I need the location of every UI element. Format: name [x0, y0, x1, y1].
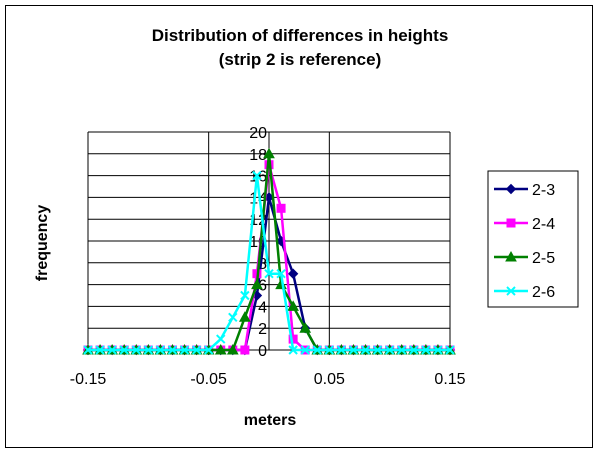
- data-point-2-5: [251, 278, 263, 290]
- data-point-2-5: [226, 343, 239, 355]
- data-point-2-3: [287, 268, 299, 279]
- legend-item-2-4: 2-4: [494, 216, 555, 233]
- data-point-2-5: [214, 343, 227, 355]
- data-point-2-6: [264, 268, 274, 279]
- legend-label: 2-4: [532, 216, 555, 233]
- data-point-2-6: [300, 345, 310, 355]
- data-point-2-6: [324, 345, 335, 355]
- data-point-2-4: [276, 203, 286, 213]
- data-point-2-6: [397, 345, 407, 355]
- x-tick-label: -0.15: [70, 371, 107, 388]
- data-point-2-6: [312, 345, 322, 355]
- x-tick-label: 0.15: [434, 371, 465, 388]
- legend: 2-3 2-4 2-5 2-6: [487, 170, 579, 308]
- data-point-2-6: [155, 345, 166, 355]
- legend-marker: [506, 218, 516, 228]
- data-point-2-6: [107, 345, 117, 355]
- data-point-2-6: [167, 345, 178, 355]
- data-point-2-6: [179, 345, 190, 355]
- data-point-2-6: [119, 345, 129, 355]
- data-point-2-5: [263, 147, 275, 159]
- chart-subtitle: (strip 2 is reference): [218, 50, 382, 69]
- legend-marker: [505, 183, 517, 195]
- data-point-2-6: [203, 345, 214, 355]
- data-point-2-5: [299, 322, 312, 333]
- data-point-2-6: [240, 290, 250, 301]
- data-point-2-6: [409, 345, 419, 355]
- data-point-2-4: [240, 345, 250, 355]
- y-tick-label: 6: [258, 278, 267, 295]
- data-point-2-6: [228, 312, 238, 323]
- y-tick-label: 18: [249, 147, 267, 164]
- data-point-2-6: [288, 345, 298, 355]
- legend-marker: [506, 286, 516, 296]
- legend-item-2-5: 2-5: [494, 250, 555, 267]
- y-tick-label: 20: [249, 125, 267, 142]
- legend-label: 2-6: [532, 284, 555, 301]
- series: [82, 147, 456, 356]
- y-tick-label: 4: [258, 299, 267, 316]
- data-point-2-6: [276, 268, 286, 279]
- y-axis-label: frequency: [34, 205, 51, 282]
- x-tick-label: -0.05: [190, 371, 227, 388]
- chart-title: Distribution of differences in heights: [151, 26, 449, 45]
- data-point-2-6: [216, 334, 226, 344]
- data-point-2-6: [83, 345, 93, 355]
- data-point-2-6: [384, 345, 395, 355]
- data-point-2-6: [445, 345, 455, 355]
- data-point-2-6: [421, 345, 431, 355]
- series-2-6: [83, 170, 455, 355]
- data-point-2-6: [348, 345, 359, 355]
- x-axis-label: meters: [244, 412, 297, 429]
- legend-item-2-6: 2-6: [494, 284, 555, 301]
- data-point-2-6: [95, 345, 105, 355]
- legend-label: 2-3: [532, 182, 555, 199]
- legend-box: [487, 170, 579, 308]
- data-point-2-6: [336, 345, 347, 355]
- data-point-2-5: [287, 300, 299, 311]
- data-point-2-6: [191, 345, 202, 355]
- y-tick-label: 8: [258, 256, 267, 273]
- y-tick-label: 0: [258, 343, 267, 360]
- data-point-2-6: [433, 345, 443, 355]
- x-tick-labels: -0.15 -0.05 0.05 0.15: [70, 371, 466, 388]
- legend-label: 2-5: [532, 250, 555, 267]
- legend-marker: [505, 250, 517, 262]
- legend-item-2-3: 2-3: [494, 182, 555, 199]
- data-point-2-6: [131, 345, 141, 355]
- y-tick-label: 2: [258, 321, 267, 338]
- data-point-2-5: [239, 311, 251, 322]
- data-point-2-6: [143, 345, 154, 355]
- x-tick-label: 0.05: [314, 371, 345, 388]
- data-point-2-6: [372, 345, 383, 355]
- data-point-2-6: [252, 170, 262, 181]
- data-point-2-6: [360, 345, 371, 355]
